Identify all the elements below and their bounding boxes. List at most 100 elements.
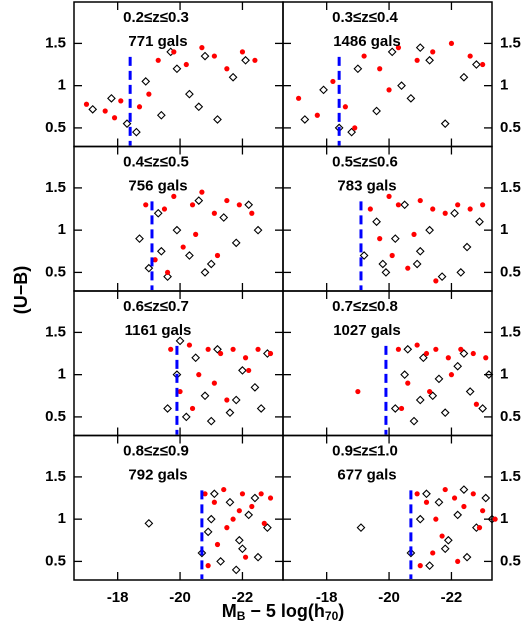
point-open [437,272,447,282]
point-filled [183,61,189,68]
point-filled [224,397,230,403]
point-open [415,246,425,256]
point-open [144,519,154,528]
point-open [409,416,419,426]
point-filled [448,372,455,378]
point-filled [458,346,464,352]
point-open [456,268,466,277]
point-filled [211,380,217,386]
point-open [390,234,400,243]
point-open [181,412,191,422]
point-filled [377,236,383,242]
point-open [244,510,254,520]
panel: 0.5 1 1.5 0.6≤z≤0.7 1161 gals [45,290,284,437]
panel-title: 0.3≤z≤0.4 [332,9,398,26]
point-filled [361,53,367,59]
y-tick-label: 1.5 [45,468,66,485]
point-open [107,93,116,103]
point-filled [211,53,217,59]
point-filled [473,401,480,407]
y-tick-label: 0.5 [45,119,66,136]
panel-subtitle: 677 gals [337,466,396,483]
point-open [372,217,381,227]
point-open [200,268,210,277]
point-filled [171,49,177,55]
point-filled [455,558,461,565]
panel-title: 0.6≤z≤0.7 [123,298,189,315]
point-filled [83,101,90,107]
point-open [238,544,247,554]
panel-subtitle: 792 gals [128,466,187,483]
point-filled [423,350,430,357]
point-filled [224,197,230,204]
point-open [472,60,481,69]
point-open [209,489,219,499]
point-open [194,102,204,112]
point-filled [152,257,158,263]
point-filled [168,346,174,352]
point-filled [467,206,473,212]
point-filled [389,252,395,259]
panel-subtitle: 756 gals [128,177,187,194]
point-filled [423,499,430,505]
point-open [225,497,235,507]
point-filled [414,57,420,63]
point-filled [467,53,473,59]
point-filled [211,210,217,216]
panel-title: 0.5≤z≤0.6 [332,153,398,170]
point-filled [171,193,177,199]
point-filled [180,244,186,250]
panel: 0.5 1 1.5 0.4≤z≤0.5 756 gals [45,145,284,292]
point-filled [405,380,411,386]
point-filled [164,269,171,276]
y-tick-label: 1 [500,510,508,527]
point-filled [386,193,392,199]
point-open [256,404,266,413]
point-open [206,514,216,524]
point-filled [196,372,202,378]
y-tick-label: 0.5 [500,119,521,136]
point-filled [455,202,461,208]
point-filled [193,231,199,237]
point-open [213,115,222,124]
point-filled [252,57,258,63]
panel-subtitle: 783 gals [337,177,396,194]
point-filled [239,491,246,497]
point-filled [367,206,373,212]
y-tick-label: 0.5 [500,408,521,425]
point-filled [411,231,417,237]
y-tick-label: 0.5 [500,263,521,280]
y-tick-label: 0.5 [500,552,521,569]
point-filled [230,346,236,352]
x-label-part: M [222,601,237,621]
point-filled [267,350,274,357]
point-filled [189,405,196,412]
point-open [225,408,235,418]
panel-title: 0.7≤z≤0.8 [332,298,398,315]
point-open [263,523,272,532]
point-open [459,72,469,82]
point-open [135,234,144,243]
panel-title: 0.4≤z≤0.5 [123,153,189,170]
point-open [406,548,416,558]
point-filled [398,405,405,412]
point-open [381,268,391,277]
point-open [459,485,469,494]
x-tick-label: -18 [316,589,338,606]
point-open [194,196,204,205]
point-open [453,510,463,520]
point-open [425,561,434,571]
point-open [163,404,172,413]
point-filled [442,486,448,493]
point-open [197,548,207,558]
y-tick-label: 1 [500,77,508,94]
point-open [156,246,166,256]
x-tick-label: -20 [378,589,400,606]
panel: -18 -20 -22 0.5 1 1.5 0.9≤z≤1.0 677 gals [282,434,521,606]
point-open [347,127,357,137]
point-open [400,370,410,380]
point-filled [395,346,402,352]
point-open [122,119,132,129]
point-filled [430,206,436,212]
